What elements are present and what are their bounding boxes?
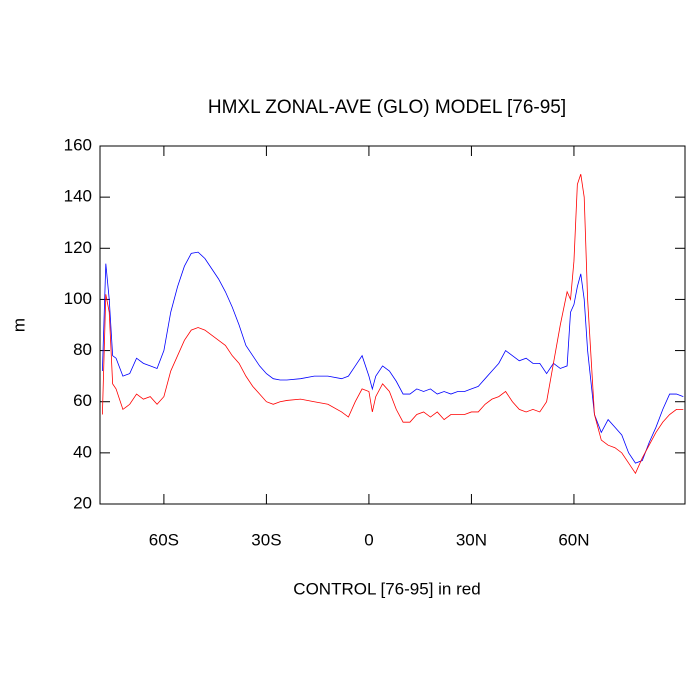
chart-title: HMXL ZONAL-AVE (GLO) MODEL [76-95] bbox=[208, 97, 566, 118]
y-tick-label: 120 bbox=[64, 238, 92, 257]
plot-frame bbox=[99, 145, 686, 505]
x-axis-label: CONTROL [76-95] in red bbox=[293, 579, 480, 598]
x-tick-label: 60S bbox=[149, 530, 179, 549]
y-tick-label: 160 bbox=[64, 135, 92, 154]
x-tick-label: 60N bbox=[558, 530, 589, 549]
y-tick-label: 60 bbox=[73, 391, 92, 410]
y-tick-label: 20 bbox=[73, 493, 92, 512]
y-tick-label: 80 bbox=[73, 340, 92, 359]
y-axis-label: m bbox=[9, 318, 28, 332]
y-tick-label: 100 bbox=[64, 289, 92, 308]
x-tick-label: 30N bbox=[456, 530, 487, 549]
y-tick-label: 40 bbox=[73, 442, 92, 461]
x-tick-label: 0 bbox=[364, 530, 373, 549]
series-line bbox=[101, 251, 684, 464]
series-line bbox=[101, 174, 684, 475]
x-tick-label: 30S bbox=[251, 530, 281, 549]
y-tick-label: 140 bbox=[64, 187, 92, 206]
